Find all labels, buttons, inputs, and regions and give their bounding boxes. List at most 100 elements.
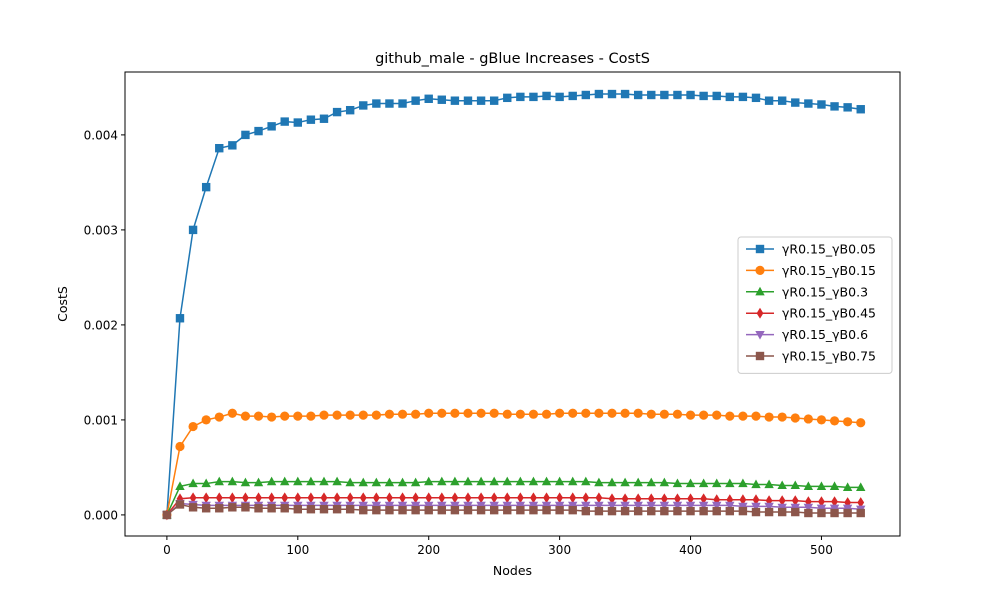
data-point: [528, 476, 539, 486]
data-point: [516, 492, 524, 504]
x-tick-label: 400: [679, 543, 702, 557]
data-point: [621, 493, 629, 505]
data-point: [477, 492, 485, 504]
data-point: [254, 504, 263, 513]
data-point: [188, 503, 198, 512]
data-point: [502, 476, 512, 486]
data-point: [503, 505, 512, 515]
legend-item: γR0.15_γB0.45: [746, 306, 876, 321]
data-point: [280, 476, 290, 486]
data-point: [633, 506, 643, 516]
data-point: [594, 501, 604, 511]
data-point: [463, 476, 473, 486]
data-point: [489, 408, 499, 418]
data-point: [215, 143, 224, 153]
data-point: [674, 493, 681, 505]
data-point: [725, 506, 735, 516]
data-point: [175, 441, 185, 452]
data-point: [818, 496, 825, 508]
data-point: [712, 478, 722, 488]
data-point: [738, 92, 748, 102]
data-point: [255, 492, 262, 504]
x-axis-label: Nodes: [493, 563, 532, 578]
data-point: [332, 505, 342, 514]
data-point: [201, 415, 211, 425]
data-point: [397, 409, 408, 419]
data-point: [699, 506, 708, 516]
data-point: [687, 493, 694, 505]
data-point: [829, 416, 840, 426]
data-point: [856, 508, 865, 518]
data-point: [620, 501, 630, 511]
data-point: [699, 410, 709, 420]
data-point: [660, 506, 669, 516]
data-point: [476, 476, 486, 486]
data-point: [319, 476, 329, 486]
data-point: [686, 90, 695, 100]
legend-item: γR0.15_γB0.6: [746, 327, 868, 342]
data-point: [659, 501, 670, 511]
data-point: [777, 412, 787, 422]
y-axis-label: CostS: [55, 286, 70, 322]
data-point: [398, 99, 407, 108]
data-point: [528, 409, 539, 419]
data-point: [333, 492, 341, 504]
data-point: [502, 409, 512, 419]
data-point: [319, 114, 329, 123]
plot-area: [162, 89, 866, 521]
data-point: [345, 477, 355, 487]
data-point: [424, 408, 434, 418]
data-point: [489, 476, 499, 486]
data-point: [712, 410, 722, 420]
data-point: [791, 507, 800, 517]
data-point: [384, 409, 395, 419]
data-point: [777, 507, 787, 517]
data-point: [306, 411, 316, 421]
data-point: [530, 492, 537, 504]
data-point: [554, 476, 565, 486]
data-point: [646, 409, 656, 419]
y-tick-label: 0.004: [84, 128, 118, 142]
data-point: [215, 504, 224, 513]
data-point: [816, 415, 827, 425]
data-point: [791, 98, 800, 107]
x-tick-label: 0: [163, 543, 171, 557]
data-point: [293, 411, 303, 421]
data-point: [463, 505, 473, 515]
data-point: [568, 91, 577, 101]
data-point: [685, 478, 696, 488]
data-point: [332, 410, 342, 420]
data-point: [647, 493, 655, 505]
data-point: [633, 90, 643, 100]
data-point: [764, 507, 774, 517]
data-point: [751, 502, 761, 512]
data-point: [620, 506, 630, 516]
data-point: [306, 115, 316, 124]
data-point: [607, 477, 617, 487]
data-point: [673, 90, 682, 100]
data-point: [267, 412, 277, 422]
data-point: [842, 482, 853, 491]
data-point: [410, 477, 421, 487]
data-point: [856, 418, 866, 428]
data-point: [777, 96, 787, 105]
data-point: [175, 500, 185, 509]
data-point: [293, 118, 303, 127]
data-point: [425, 492, 433, 504]
legend-item: γR0.15_γB0.15: [746, 263, 876, 278]
data-point: [829, 481, 840, 491]
data-point: [371, 410, 381, 420]
data-point: [751, 93, 761, 103]
data-point: [764, 96, 774, 105]
data-point: [253, 411, 264, 421]
data-point: [751, 507, 761, 517]
data-point: [778, 495, 786, 507]
data-point: [358, 477, 368, 487]
data-point: [202, 492, 210, 504]
legend-label: γR0.15_γB0.45: [782, 306, 876, 321]
data-point: [660, 493, 668, 505]
legend: γR0.15_γB0.05 γR0.15_γB0.15 γR0.15_γB0.3 γR…: [737, 236, 893, 374]
data-point: [411, 96, 420, 105]
data-point: [712, 91, 721, 101]
data-point: [620, 408, 630, 418]
